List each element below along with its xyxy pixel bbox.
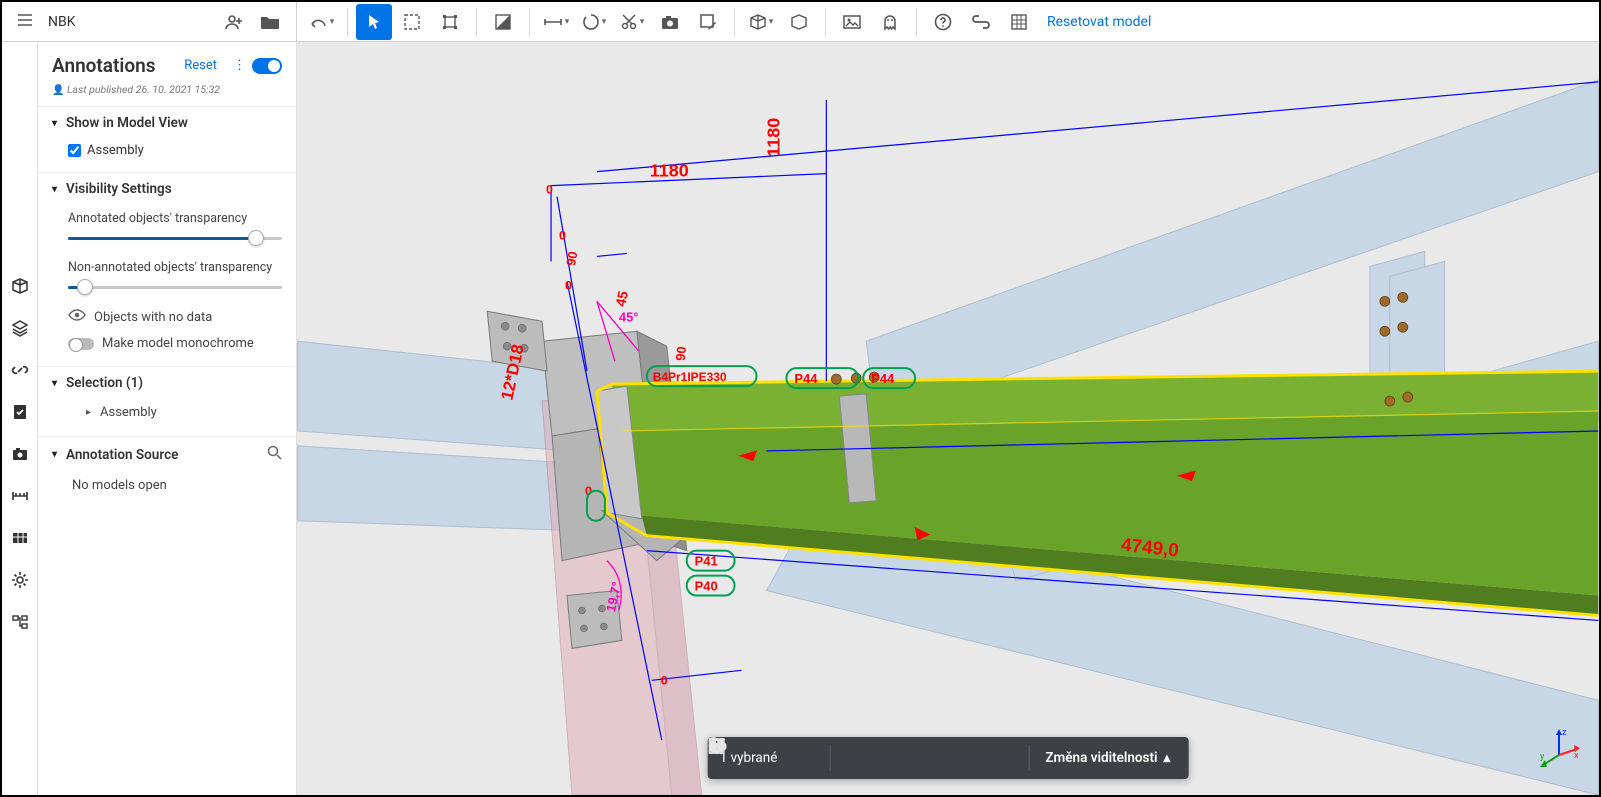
visibility-menu-button[interactable]: Změna viditelnosti▴	[1035, 750, 1180, 766]
no-models-text: No models open	[68, 472, 282, 499]
ghost-button[interactable]	[872, 4, 908, 40]
section-label: Visibility Settings	[66, 181, 172, 197]
part-p44-b: P44	[871, 371, 895, 386]
monochrome-label: Make model monochrome	[102, 336, 254, 351]
model-canvas[interactable]: 1180 1180 45 12*D18 4749,0 90 90 0 0 0 0…	[297, 42, 1599, 795]
assembly-checkbox[interactable]	[68, 144, 81, 157]
dimension-45: 45	[612, 289, 631, 308]
svg-text:z: z	[1562, 728, 1567, 738]
monochrome-toggle[interactable]	[68, 338, 94, 350]
dimension-90b: 90	[673, 346, 689, 362]
rail-settings-button[interactable]	[6, 566, 34, 594]
eye-icon	[68, 308, 86, 326]
section-selection[interactable]: ▾Selection (1)	[38, 367, 296, 399]
rail-table-button[interactable]	[6, 524, 34, 552]
svg-text:0: 0	[565, 278, 572, 292]
part-p40: P40	[695, 579, 718, 594]
folder-button[interactable]	[252, 8, 288, 36]
focus-button[interactable]	[874, 743, 908, 773]
hide-button[interactable]	[950, 743, 984, 773]
part-p41: P41	[695, 554, 718, 569]
part-p44-a: P44	[794, 371, 818, 386]
search-icon[interactable]	[267, 445, 282, 464]
camera-button[interactable]	[652, 4, 688, 40]
objects-no-data-row[interactable]: Objects with no data	[68, 303, 282, 331]
non-annotated-transparency-label: Non-annotated objects' transparency	[68, 254, 282, 277]
cut-button[interactable]: ▾	[614, 4, 650, 40]
dimension-90a: 90	[563, 250, 580, 267]
model-viewport[interactable]: 1180 1180 45 12*D18 4749,0 90 90 0 0 0 0…	[297, 42, 1599, 795]
link-button[interactable]	[963, 4, 999, 40]
selection-status-bar: 1 vybrané i Změna viditelnosti▴	[708, 737, 1189, 779]
dimension-1180-v: 1180	[763, 118, 783, 157]
paint-button[interactable]	[912, 743, 946, 773]
section-annotation-source[interactable]: ▾Annotation Source	[38, 437, 296, 472]
objects-no-data-label: Objects with no data	[94, 310, 212, 325]
assembly-check-label: Assembly	[87, 143, 144, 158]
section-label: Selection (1)	[66, 375, 143, 391]
rail-layers-button[interactable]	[6, 314, 34, 342]
isolate-button[interactable]	[988, 743, 1022, 773]
svg-text:x: x	[1574, 751, 1579, 761]
left-rail	[2, 42, 38, 795]
box-select-button[interactable]	[394, 4, 430, 40]
undo-button[interactable]: ▾	[303, 4, 339, 40]
project-name: NBK	[48, 14, 216, 30]
info-button[interactable]: i	[789, 743, 823, 773]
rail-checklist-button[interactable]	[6, 398, 34, 426]
annotated-transparency-slider[interactable]	[68, 228, 282, 248]
toolbar: ▾ ▾ ▾ ▾ ▾ Resetovat model	[297, 2, 1599, 41]
help-button[interactable]	[925, 4, 961, 40]
annotations-toggle[interactable]	[252, 58, 282, 74]
non-annotated-transparency-slider[interactable]	[68, 277, 282, 297]
rail-model-button[interactable]	[6, 272, 34, 300]
rail-tree-button[interactable]	[6, 608, 34, 636]
grid-button[interactable]	[1001, 4, 1037, 40]
monochrome-row[interactable]: Make model monochrome	[68, 331, 282, 356]
svg-text:0: 0	[559, 228, 566, 242]
rail-link-button[interactable]	[6, 356, 34, 384]
annotations-panel: Annotations Reset ⋮ Last published 26. 1…	[38, 42, 297, 795]
last-published-text: Last published 26. 10. 2021 15:32	[38, 81, 296, 106]
cube-button[interactable]: ▾	[743, 4, 779, 40]
dimension-45deg: 45°	[619, 309, 639, 324]
measure-button[interactable]: ▾	[538, 4, 574, 40]
annotated-transparency-label: Annotated objects' transparency	[68, 205, 282, 228]
edit-box-button[interactable]	[690, 4, 726, 40]
section-visibility-settings[interactable]: ▾Visibility Settings	[38, 173, 296, 205]
hamburger-menu-button[interactable]	[10, 5, 40, 39]
markup-shape-button[interactable]: ▾	[576, 4, 612, 40]
svg-text:0: 0	[661, 673, 668, 687]
visibility-menu-label: Změna viditelnosti	[1045, 750, 1157, 766]
panel-reset-link[interactable]: Reset	[184, 58, 217, 73]
add-user-button[interactable]	[216, 7, 252, 37]
part-ipe330: B4Pr1IPE330	[653, 370, 727, 384]
reset-model-link[interactable]: Resetovat model	[1047, 14, 1151, 30]
transform-button[interactable]	[432, 4, 468, 40]
dimension-1180-h: 1180	[650, 161, 689, 181]
contrast-button[interactable]	[485, 4, 521, 40]
topbar: NBK ▾ ▾ ▾ ▾ ▾	[2, 2, 1599, 42]
panel-title: Annotations	[52, 54, 184, 77]
svg-text:0: 0	[546, 183, 553, 197]
section-label: Show in Model View	[66, 115, 188, 131]
select-tool-button[interactable]	[356, 4, 392, 40]
section-label: Annotation Source	[66, 447, 178, 463]
axis-gizmo[interactable]: z x y	[1537, 727, 1581, 771]
selection-sub-label: Assembly	[100, 405, 157, 420]
svg-text:y: y	[1540, 752, 1545, 762]
link-selection-button[interactable]	[836, 743, 870, 773]
section-show-in-model-view[interactable]: ▾Show in Model View	[38, 107, 296, 139]
rail-dimension-button[interactable]	[6, 482, 34, 510]
topbar-left: NBK	[2, 2, 297, 41]
cube-outline-button[interactable]	[781, 4, 817, 40]
selection-assembly-item[interactable]: ▸Assembly	[68, 399, 282, 426]
rail-camera-button[interactable]	[6, 440, 34, 468]
image-button[interactable]	[834, 4, 870, 40]
assembly-checkbox-row[interactable]: Assembly	[68, 139, 282, 162]
panel-menu-button[interactable]: ⋮	[227, 58, 252, 73]
